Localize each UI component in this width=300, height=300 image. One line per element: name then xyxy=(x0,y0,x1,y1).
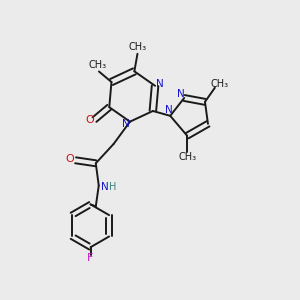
Text: N: N xyxy=(101,182,109,192)
Text: CH₃: CH₃ xyxy=(129,42,147,52)
Text: O: O xyxy=(66,154,75,164)
Text: CH₃: CH₃ xyxy=(178,152,196,162)
Text: N: N xyxy=(165,106,172,116)
Text: N: N xyxy=(177,89,184,99)
Text: F: F xyxy=(87,254,94,263)
Text: O: O xyxy=(85,115,94,124)
Text: CH₃: CH₃ xyxy=(210,79,228,89)
Text: H: H xyxy=(109,182,117,192)
Text: CH₃: CH₃ xyxy=(88,60,106,70)
Text: N: N xyxy=(122,119,129,129)
Text: N: N xyxy=(156,79,164,89)
